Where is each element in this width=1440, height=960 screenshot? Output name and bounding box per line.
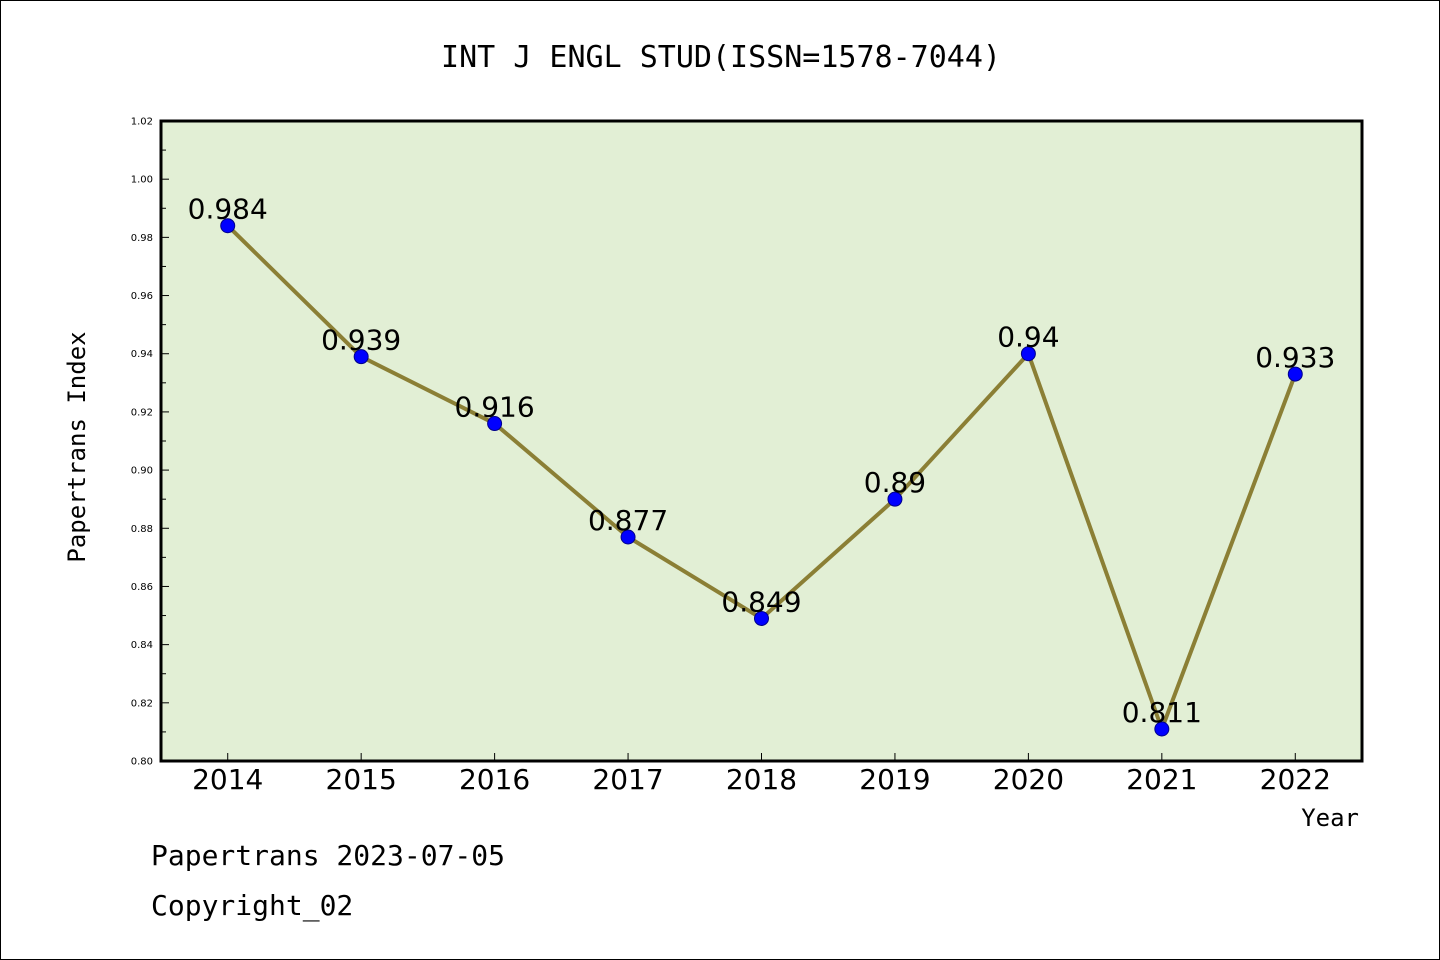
y-tick-label: 0.94: [131, 349, 153, 360]
plot-area: [161, 121, 1362, 761]
y-tick-label: 0.88: [131, 524, 153, 535]
x-axis-label: Year: [1301, 804, 1359, 832]
data-point: [887, 491, 903, 507]
data-point: [1154, 721, 1170, 737]
x-axis: 2014 2015 2016 2017 2018 2019 2020 2021 2022: [192, 753, 1331, 796]
x-tick-label: 2020: [993, 763, 1064, 796]
data-point: [620, 529, 636, 545]
x-tick-label: 2017: [592, 763, 663, 796]
y-tick-label: 1.02: [131, 117, 153, 128]
y-tick-label: 1.00: [131, 175, 153, 186]
footer-copyright: Copyright_02: [151, 889, 353, 923]
data-point: [487, 416, 503, 432]
y-tick-label: 0.96: [131, 291, 153, 302]
y-tick-label: 0.80: [131, 757, 153, 768]
chart-title: INT J ENGL STUD(ISSN=1578-7044): [441, 40, 1001, 75]
x-tick-label: 2021: [1126, 763, 1197, 796]
data-label: 0.933: [1255, 341, 1335, 374]
data-point: [353, 349, 369, 365]
data-point: [1020, 346, 1036, 362]
data-label: 0.939: [321, 324, 401, 357]
x-tick-label: 2019: [859, 763, 930, 796]
data-point: [220, 218, 236, 234]
data-points: [220, 218, 1303, 737]
data-label: 0.811: [1122, 696, 1202, 729]
plot-frame: [159, 119, 1364, 763]
data-point: [1287, 366, 1303, 382]
y-tick-label: 0.90: [131, 466, 153, 477]
y-axis: 0.80 0.82 0.84 0.86 0.88 0.90 0.92 0.94 0.96 0.98…: [131, 117, 169, 768]
y-tick-label: 0.84: [131, 640, 153, 651]
x-tick-label: 2022: [1260, 763, 1331, 796]
data-label: 0.89: [864, 466, 926, 499]
x-tick-label: 2016: [459, 763, 530, 796]
y-tick-label: 0.82: [131, 698, 153, 709]
y-tick-label: 0.92: [131, 407, 153, 418]
footer-date: Papertrans 2023-07-05: [151, 839, 505, 872]
data-label: 0.849: [721, 585, 801, 618]
data-label: 0.916: [455, 391, 535, 424]
data-labels: 0.984 0.939 0.916 0.877 0.849 0.89 0.94 0.811 0.…: [188, 193, 1336, 729]
x-tick-label: 2014: [192, 763, 263, 796]
data-point: [754, 610, 769, 626]
x-tick-label: 2018: [726, 763, 797, 796]
y-tick-label: 0.98: [131, 233, 153, 244]
data-label: 0.877: [588, 504, 668, 537]
data-label: 0.984: [188, 193, 268, 226]
x-tick-label: 2015: [326, 763, 397, 796]
data-label: 0.94: [997, 321, 1059, 354]
y-tick-label: 0.86: [131, 582, 153, 593]
y-axis-label: Papertrans Index: [63, 331, 91, 562]
